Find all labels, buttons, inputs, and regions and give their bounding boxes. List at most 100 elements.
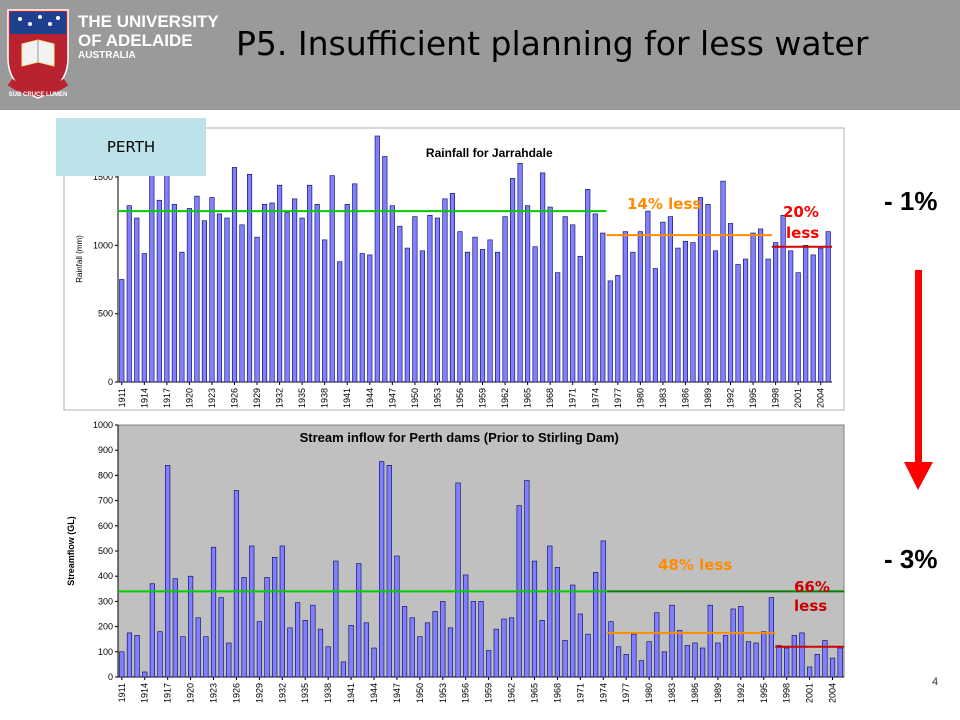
rainfall-bar: [660, 221, 666, 383]
streamflow-x-tick-label: 1926: [231, 683, 241, 703]
streamflow-bar: [638, 660, 645, 678]
streamflow-x-tick-label: 1974: [598, 683, 608, 703]
streamflow-bar: [593, 572, 599, 678]
rainfall-bar: [705, 204, 711, 383]
streamflow-bar: [761, 631, 767, 678]
streamflow-bar: [486, 650, 492, 678]
rainfall-bar: [427, 214, 433, 383]
streamflow-y-tick-label: 400: [98, 571, 113, 581]
streamflow-bar: [493, 628, 499, 678]
rainfall-x-tick-label: 1977: [613, 388, 623, 408]
streamflow-annotation-less: less: [794, 597, 827, 615]
streamflow-y-tick-label: 800: [98, 470, 113, 480]
rainfall-bar: [652, 268, 658, 383]
rainfall-bar: [246, 173, 253, 383]
streamflow-bar: [401, 606, 408, 678]
rainfall-bar: [397, 225, 403, 383]
rainfall-bar: [743, 258, 749, 383]
streamflow-bar: [340, 661, 347, 678]
rainfall-x-tick-label: 1959: [478, 388, 488, 408]
streamflow-bar: [126, 632, 133, 678]
rainfall-x-tick-label: 1956: [455, 388, 465, 408]
streamflow-bar: [142, 671, 148, 678]
streamflow-bar: [333, 560, 339, 678]
rainfall-bar: [224, 217, 230, 383]
streamflow-bar: [203, 636, 209, 678]
rainfall-bar: [119, 279, 125, 383]
rainfall-x-tick-label: 1941: [342, 388, 352, 408]
streamflow-chart: Stream inflow for Perth dams (Prior to S…: [66, 420, 844, 703]
streamflow-y-tick-label: 500: [98, 546, 113, 556]
rainfall-bar: [818, 247, 824, 383]
streamflow-bar: [768, 597, 774, 678]
streamflow-y-tick-label: 300: [98, 596, 113, 606]
rainfall-bar: [457, 231, 463, 383]
rainfall-bar: [209, 197, 215, 383]
streamflow-x-tick-label: 1944: [369, 683, 379, 703]
streamflow-bar: [837, 647, 843, 678]
streamflow-bar: [165, 465, 171, 678]
down-arrow-icon: [904, 270, 933, 490]
rainfall-bar: [788, 250, 794, 383]
streamflow-bar: [317, 628, 324, 678]
streamflow-bar: [570, 584, 576, 678]
rainfall-bar: [262, 204, 268, 383]
rainfall-x-tick-label: 1995: [748, 388, 758, 408]
streamflow-bar: [417, 636, 423, 678]
streamflow-y-label: Streamflow (GL): [66, 516, 76, 586]
rainfall-annotation-20pct: 20%: [783, 203, 819, 221]
rainfall-bar: [690, 242, 696, 383]
rainfall-x-tick-label: 1983: [658, 388, 668, 408]
rainfall-bar: [434, 217, 440, 383]
rainfall-bar: [615, 275, 621, 383]
rainfall-bar: [795, 272, 801, 383]
rainfall-x-tick-label: 1992: [726, 388, 736, 408]
streamflow-bar: [554, 567, 561, 678]
streamflow-x-tick-label: 1965: [529, 683, 539, 703]
rainfall-bar: [630, 251, 636, 383]
streamflow-bar: [371, 647, 377, 678]
streamflow-bar: [119, 651, 125, 678]
streamflow-bar: [829, 657, 836, 678]
streamflow-x-tick-label: 1986: [690, 683, 700, 703]
streamflow-bar: [264, 577, 270, 678]
slide-title: P5. Insufficient planning for less water: [236, 24, 869, 63]
rainfall-bar: [517, 163, 523, 383]
rainfall-bar: [239, 224, 245, 383]
rainfall-bar: [525, 205, 531, 383]
streamflow-bar: [600, 540, 606, 678]
streamflow-y-tick-label: 100: [98, 647, 113, 657]
streamflow-bar: [394, 555, 400, 678]
streamflow-title: Stream inflow for Perth dams (Prior to S…: [300, 430, 619, 445]
streamflow-bar: [180, 636, 186, 678]
streamflow-bar: [669, 604, 675, 678]
streamflow-x-tick-label: 1935: [300, 683, 310, 703]
streamflow-x-tick-label: 1992: [736, 683, 746, 703]
rainfall-y-label: Rainfall (mm): [75, 235, 84, 283]
streamflow-bar: [753, 642, 759, 678]
rainfall-title: Rainfall for Jarrahdale: [426, 146, 553, 160]
streamflow-bar: [379, 461, 385, 678]
university-name: THE UNIVERSITY OF ADELAIDE AUSTRALIA: [78, 12, 219, 62]
streamflow-x-tick-label: 1950: [415, 683, 425, 703]
streamflow-x-tick-label: 1932: [277, 683, 287, 703]
rainfall-x-tick-label: 2004: [816, 388, 826, 408]
rainfall-bar: [464, 251, 471, 383]
streamflow-bar: [195, 617, 201, 678]
rainfall-bar: [344, 204, 350, 383]
rainfall-bar: [337, 261, 343, 383]
rainfall-bar: [269, 202, 275, 383]
rainfall-x-tick-label: 1932: [275, 388, 285, 408]
streamflow-bar: [784, 647, 790, 678]
streamflow-bar: [478, 601, 484, 678]
university-line-1: THE UNIVERSITY: [78, 12, 219, 31]
rainfall-bar: [600, 232, 606, 383]
rainfall-x-tick-label: 1938: [320, 388, 330, 408]
rainfall-bar: [637, 231, 643, 383]
rainfall-x-tick-label: 1917: [162, 388, 172, 408]
streamflow-x-tick-label: 1911: [117, 683, 127, 702]
rainfall-bar: [494, 251, 501, 383]
streamflow-bar: [608, 621, 614, 678]
streamflow-bar: [508, 617, 515, 678]
rainfall-x-tick-label: 1947: [387, 388, 397, 408]
